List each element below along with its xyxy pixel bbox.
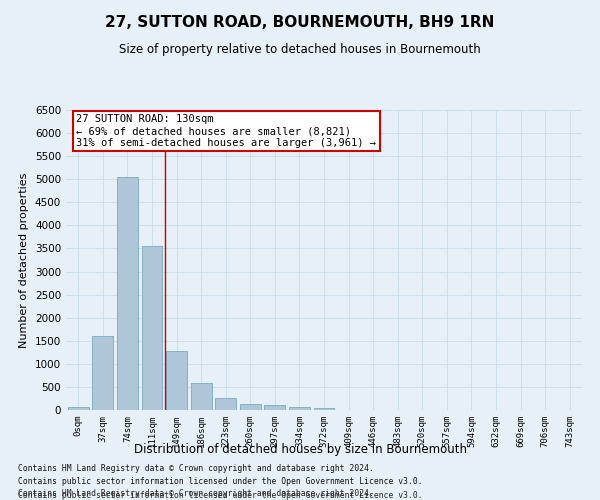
Bar — [265, 406, 286, 410]
Text: Contains HM Land Registry data © Crown copyright and database right 2024.: Contains HM Land Registry data © Crown c… — [18, 488, 374, 498]
Text: Contains public sector information licensed under the Open Government Licence v3: Contains public sector information licen… — [18, 491, 422, 500]
Y-axis label: Number of detached properties: Number of detached properties — [19, 172, 29, 348]
Text: Distribution of detached houses by size in Bournemouth: Distribution of detached houses by size … — [133, 442, 467, 456]
Bar — [240, 404, 261, 410]
Bar — [314, 408, 334, 410]
Bar — [142, 246, 163, 410]
Text: 27 SUTTON ROAD: 130sqm
← 69% of detached houses are smaller (8,821)
31% of semi-: 27 SUTTON ROAD: 130sqm ← 69% of detached… — [76, 114, 376, 148]
Text: 27, SUTTON ROAD, BOURNEMOUTH, BH9 1RN: 27, SUTTON ROAD, BOURNEMOUTH, BH9 1RN — [106, 15, 494, 30]
Bar — [191, 383, 212, 410]
Text: Contains HM Land Registry data © Crown copyright and database right 2024.
Contai: Contains HM Land Registry data © Crown c… — [18, 464, 422, 485]
Text: Size of property relative to detached houses in Bournemouth: Size of property relative to detached ho… — [119, 42, 481, 56]
Bar — [68, 407, 89, 410]
Bar — [215, 398, 236, 410]
Bar — [117, 177, 138, 410]
Bar — [166, 351, 187, 410]
Bar — [289, 408, 310, 410]
Bar — [92, 336, 113, 410]
